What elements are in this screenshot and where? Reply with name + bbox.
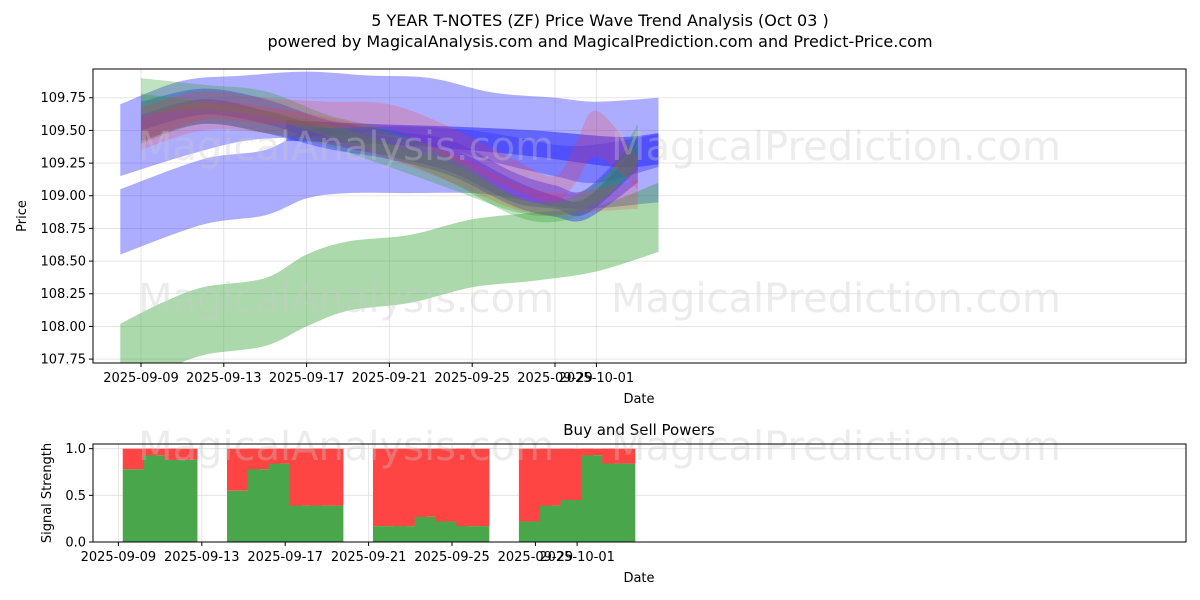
- sell-bar: [310, 448, 344, 506]
- price-x-tick-label: 2025-10-01: [559, 371, 635, 386]
- signal-x-tick-label: 2025-09-21: [331, 550, 407, 565]
- price-y-tick-label: 108.75: [41, 222, 87, 237]
- price-y-tick-label: 109.75: [41, 91, 87, 106]
- signal-x-tick-label: 2025-09-29: [498, 550, 574, 565]
- sell-bar: [456, 448, 490, 527]
- chart-title-line1: 5 YEAR T-NOTES (ZF) Price Wave Trend Ana…: [371, 11, 828, 30]
- signal-y-tick-label: 1.0: [65, 442, 86, 457]
- price-x-tick-label: 2025-09-13: [186, 371, 262, 386]
- price-watermarks: MagicalAnalysis.com MagicalPrediction.co…: [138, 124, 1061, 322]
- price-x-tick-label: 2025-09-25: [434, 371, 510, 386]
- price-band-green-narrow-1: [141, 78, 638, 223]
- price-x-label: Date: [623, 392, 654, 407]
- signal-x-tick-label: 2025-10-01: [539, 550, 615, 565]
- signal-watermarks: MagicalAnalysis.com MagicalPrediction.co…: [138, 424, 1061, 470]
- watermark-analysis-bottom: MagicalAnalysis.com: [138, 424, 554, 470]
- signal-x-tick-label: 2025-09-25: [414, 550, 490, 565]
- price-y-tick-label: 109.25: [41, 157, 87, 172]
- price-band-flat-blue: [285, 120, 659, 168]
- sell-bar: [602, 448, 636, 464]
- signal-x-tick-label: 2025-09-17: [247, 550, 323, 565]
- signal-chart-title: Buy and Sell Powers: [563, 421, 715, 439]
- price-band-wide-blue-lower: [120, 126, 659, 255]
- sell-bar: [164, 448, 198, 460]
- signal-plot-frame: [92, 443, 1187, 543]
- price-band-narrow-blue-1: [141, 88, 638, 217]
- buy-bar: [602, 463, 636, 542]
- price-x-tick-label: 2025-09-09: [103, 371, 179, 386]
- signal-x-axis: 2025-09-09 2025-09-13 2025-09-17 2025-09-21…: [81, 542, 615, 565]
- signal-y-axis: 0.0 0.5 1.0: [65, 442, 93, 551]
- price-x-tick-label: 2025-09-21: [352, 371, 428, 386]
- buy-bar: [310, 505, 344, 542]
- watermark-analysis-mid: MagicalAnalysis.com: [138, 276, 554, 322]
- price-plot-frame: [92, 68, 1187, 364]
- signal-bars: [122, 448, 636, 542]
- watermark-prediction-top: MagicalPrediction.com: [611, 124, 1061, 170]
- price-x-axis: 2025-09-09 2025-09-13 2025-09-17 2025-09-21…: [103, 363, 634, 386]
- chart-title-line2: powered by MagicalAnalysis.com and Magic…: [267, 32, 932, 51]
- watermark-prediction-bottom: MagicalPrediction.com: [611, 424, 1061, 470]
- signal-x-tick-label: 2025-09-13: [164, 550, 240, 565]
- price-band-green-narrow-2: [141, 93, 638, 216]
- buy-bar: [456, 526, 490, 542]
- price-y-tick-label: 108.25: [41, 287, 87, 302]
- signal-x-tick-label: 2025-09-09: [81, 550, 157, 565]
- price-y-tick-label: 109.50: [41, 124, 87, 139]
- price-band-red-narrow-1: [141, 90, 638, 203]
- price-y-axis: 107.75 108.00 108.25 108.50 108.75 109.00 109.…: [41, 91, 93, 368]
- signal-y-label: Signal Strength: [40, 443, 55, 543]
- price-y-tick-label: 107.75: [41, 353, 87, 368]
- price-band-narrow-blue-2: [141, 99, 638, 222]
- price-y-tick-label: 108.50: [41, 255, 87, 270]
- price-bands: [120, 71, 659, 363]
- sell-bar: [143, 448, 177, 456]
- watermark-prediction-mid: MagicalPrediction.com: [611, 276, 1061, 322]
- price-x-tick-label: 2025-09-17: [269, 371, 345, 386]
- watermark-analysis-top: MagicalAnalysis.com: [138, 124, 554, 170]
- price-x-tick-label: 2025-09-29: [517, 371, 593, 386]
- buy-bar: [164, 459, 198, 542]
- signal-y-tick-label: 0.5: [65, 489, 86, 504]
- signal-x-label: Date: [623, 571, 654, 586]
- sell-bar: [581, 448, 615, 456]
- price-y-tick-label: 108.00: [41, 320, 87, 335]
- price-band-green-lower: [120, 182, 659, 363]
- signal-y-tick-label: 0.0: [65, 536, 86, 551]
- price-y-tick-label: 109.00: [41, 189, 87, 204]
- price-y-label: Price: [15, 200, 30, 232]
- price-band-red-narrow-2: [141, 101, 638, 216]
